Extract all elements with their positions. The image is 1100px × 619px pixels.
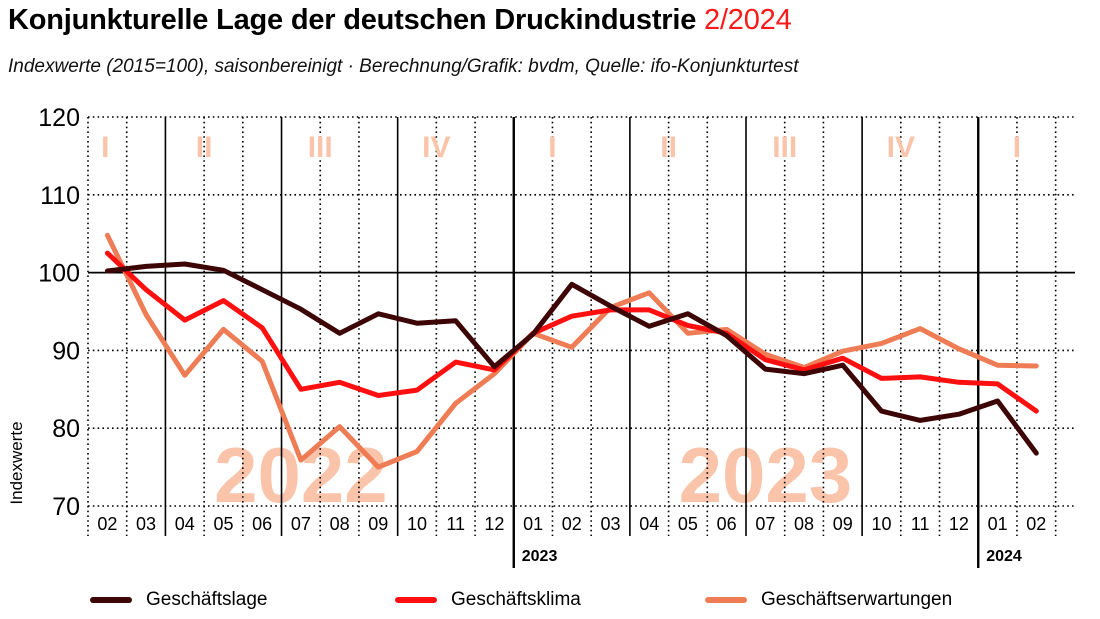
x-tick-label: 07 bbox=[755, 514, 775, 534]
x-tick-label: 03 bbox=[136, 514, 156, 534]
chart-subtitle: Indexwerte (2015=100), saisonbereinigt ·… bbox=[8, 56, 799, 77]
x-tick-label: 01 bbox=[523, 514, 543, 534]
legend-label: Geschäftsklima bbox=[451, 589, 581, 610]
y-axis: 70 80 90 100 110 120 bbox=[38, 104, 80, 521]
chart-title-main: Konjunkturelle Lage der deutschen Drucki… bbox=[8, 4, 697, 36]
series-line-geschaeftsklima bbox=[104, 250, 1039, 414]
quarter-label: III bbox=[308, 131, 333, 164]
x-tick-label: 08 bbox=[330, 514, 350, 534]
legend-label: Geschäftslage bbox=[146, 589, 268, 610]
x-tick-label: 04 bbox=[639, 514, 659, 534]
quarter-label: II bbox=[196, 131, 213, 164]
legend-swatch-geschaeftserwartungen bbox=[705, 597, 747, 603]
x-tick-label: 10 bbox=[871, 514, 891, 534]
line-chart: 2022 2023 I II III IV I II III IV I 7080901001101… bbox=[7, 104, 1075, 568]
quarter-label: III bbox=[772, 131, 797, 164]
legend-swatch-geschaeftsklima bbox=[395, 597, 437, 603]
x-tick-label: 02 bbox=[97, 514, 117, 534]
series-line-geschaeftslage bbox=[104, 261, 1039, 456]
legend-item-geschaeftsklima[interactable]: Geschäftsklima bbox=[395, 589, 581, 611]
y-tick-label: 90 bbox=[52, 337, 80, 365]
x-tick-label: 09 bbox=[368, 514, 388, 534]
x-tick-label: 11 bbox=[446, 514, 465, 534]
legend: Geschäftslage Geschäftsklima Geschäftser… bbox=[0, 589, 1100, 615]
year-label: 2024 bbox=[986, 548, 1022, 565]
x-tick-label: 04 bbox=[175, 514, 195, 534]
x-tick-label: 08 bbox=[794, 514, 814, 534]
y-tick-label: 110 bbox=[40, 182, 80, 210]
y-tick-label: 100 bbox=[38, 260, 80, 288]
x-tick-label: 05 bbox=[678, 514, 698, 534]
quarter-labels: I II III IV I II III IV I bbox=[101, 131, 1021, 164]
quarter-label: I bbox=[548, 131, 556, 164]
chart-title-period: 2/2024 bbox=[704, 4, 792, 36]
legend-item-geschaeftslage[interactable]: Geschäftslage bbox=[90, 589, 267, 611]
legend-label: Geschäftserwartungen bbox=[761, 589, 953, 610]
x-tick-label: 02 bbox=[1026, 514, 1046, 534]
x-tick-label: 09 bbox=[833, 514, 853, 534]
x-tick-label: 02 bbox=[562, 514, 582, 534]
y-axis-label: Indexwerte bbox=[7, 421, 26, 504]
year-label: 2023 bbox=[522, 548, 558, 565]
x-tick-label: 06 bbox=[717, 514, 737, 534]
x-tick-label: 12 bbox=[484, 514, 504, 534]
x-tick-label: 12 bbox=[949, 514, 969, 534]
x-tick-label: 05 bbox=[213, 514, 233, 534]
legend-item-geschaeftserwartungen[interactable]: Geschäftserwartungen bbox=[705, 589, 952, 611]
year-watermark: 2023 bbox=[679, 431, 853, 519]
quarter-label: I bbox=[101, 131, 109, 164]
chart-title: Konjunkturelle Lage der deutschen Drucki… bbox=[8, 4, 792, 37]
x-tick-label: 07 bbox=[291, 514, 311, 534]
legend-swatch-geschaeftslage bbox=[90, 597, 132, 603]
quarter-label: IV bbox=[422, 131, 450, 164]
y-tick-label: 120 bbox=[38, 104, 80, 132]
y-tick-label: 70 bbox=[52, 493, 80, 521]
quarter-label: II bbox=[660, 131, 677, 164]
x-tick-label: 01 bbox=[988, 514, 1008, 534]
x-tick-label: 06 bbox=[252, 514, 272, 534]
x-tick-label: 10 bbox=[407, 514, 427, 534]
series-layer bbox=[104, 232, 1039, 470]
quarter-label: IV bbox=[887, 131, 915, 164]
x-axis: 02 03 04 05 06 07 08 09 10 11 12 01 02 03 04 05 06 07 08 09… bbox=[97, 514, 1046, 565]
quarter-label: I bbox=[1013, 131, 1021, 164]
y-tick-label: 80 bbox=[52, 415, 80, 443]
x-tick-label: 03 bbox=[601, 514, 621, 534]
x-tick-label: 11 bbox=[911, 514, 930, 534]
